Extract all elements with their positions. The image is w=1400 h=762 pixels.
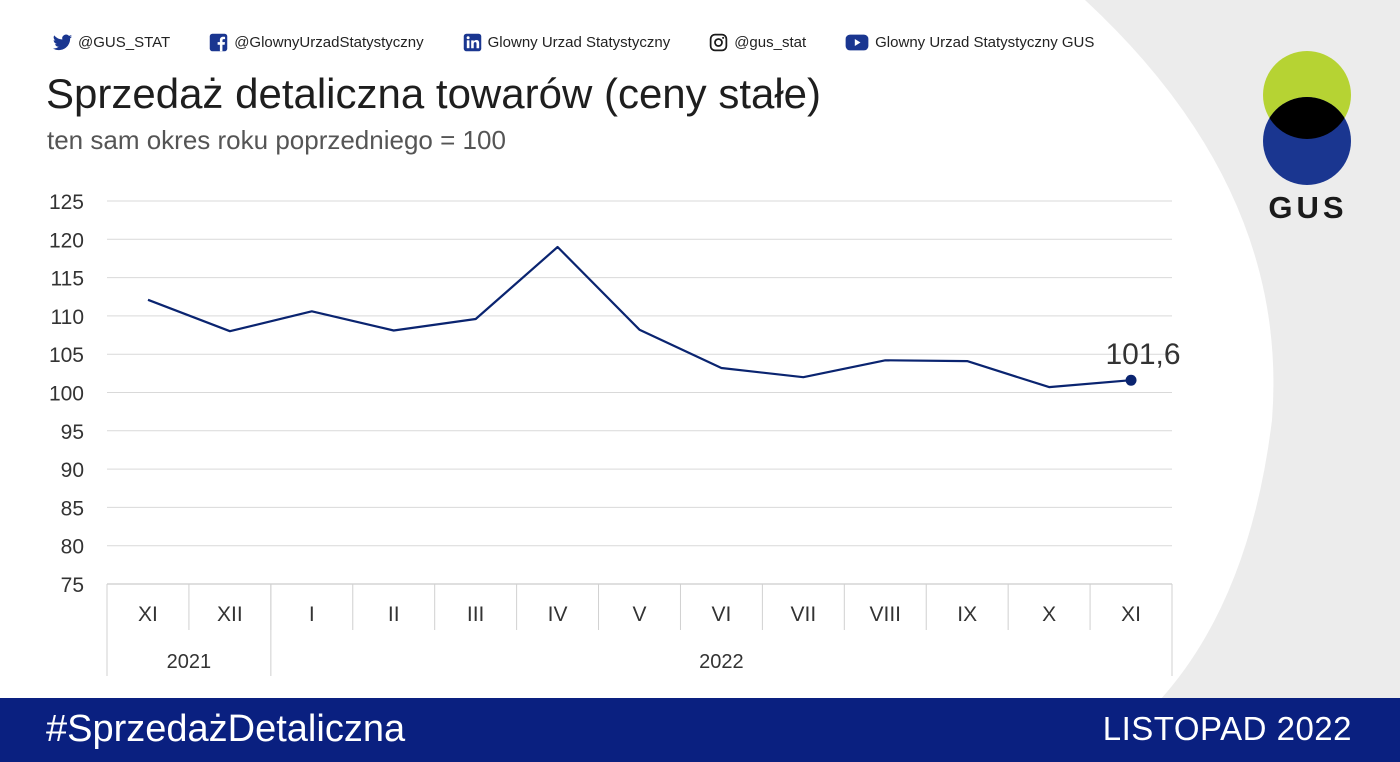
social-twitter[interactable]: @GUS_STAT (52, 32, 170, 53)
social-instagram-label: @gus_stat (734, 34, 807, 51)
social-twitter-label: @GUS_STAT (78, 34, 171, 51)
facebook-icon (209, 33, 228, 52)
year-label: 2021 (167, 651, 212, 673)
social-facebook-label: @GlownyUrzadStatystyczny (234, 34, 424, 51)
year-label: 2022 (699, 651, 744, 673)
social-instagram[interactable]: @gus_stat (708, 32, 806, 53)
end-point-marker (1125, 374, 1137, 386)
y-tick-label: 125 (49, 191, 84, 214)
footer-hashtag[interactable]: #SprzedażDetaliczna (46, 708, 406, 750)
social-facebook[interactable]: @GlownyUrzadStatystyczny (208, 32, 424, 53)
x-tick-label: XI (1121, 603, 1141, 626)
y-tick-label: 75 (61, 574, 84, 597)
series-line (147, 245, 1132, 389)
youtube-icon (845, 34, 869, 51)
x-tick-label: XII (217, 603, 243, 626)
footer-period: LISTOPAD 2022 (1102, 710, 1352, 747)
y-tick-label: 85 (61, 497, 84, 520)
y-tick-label: 105 (49, 344, 84, 367)
x-tick-label: X (1042, 603, 1056, 626)
x-tick-label: IV (548, 603, 568, 626)
instagram-icon (709, 33, 728, 52)
x-tick-label: VI (712, 603, 732, 626)
x-tick-label: XI (138, 603, 158, 626)
logo-text: GUS (1268, 190, 1348, 225)
page-title: Sprzedaż detaliczna towarów (ceny stałe) (46, 70, 822, 117)
social-youtube[interactable]: Glowny Urzad Statystyczny GUS (844, 32, 1094, 53)
x-tick-label: III (467, 603, 485, 626)
y-tick-label: 80 (61, 536, 84, 559)
social-youtube-label: Glowny Urzad Statystyczny GUS (875, 34, 1095, 51)
y-tick-label: 110 (51, 306, 84, 329)
twitter-icon (52, 34, 73, 51)
footer-bar: #SprzedażDetaliczna LISTOPAD 2022 (0, 698, 1400, 762)
x-tick-label: II (388, 603, 400, 626)
linkedin-icon (463, 33, 481, 52)
page-subtitle: ten sam okres roku poprzedniego = 100 (47, 125, 506, 155)
y-tick-label: 120 (49, 229, 84, 252)
y-tick-label: 100 (49, 383, 84, 406)
y-tick-label: 95 (61, 421, 84, 444)
social-linkedin-label: Glowny Urzad Statystyczny (487, 34, 671, 51)
y-tick-label: 90 (61, 459, 84, 482)
data-label: 101,6 (1105, 338, 1180, 371)
gus-logo-icon (1263, 51, 1351, 185)
x-tick-label: IX (957, 603, 977, 626)
logo-overlap (1263, 97, 1351, 139)
social-linkedin[interactable]: Glowny Urzad Statystyczny (462, 32, 671, 53)
x-tick-label: I (309, 603, 315, 626)
y-tick-label: 115 (51, 268, 84, 291)
x-tick-label: V (632, 603, 646, 626)
x-tick-label: VIII (870, 603, 902, 626)
social-bar: @GUS_STAT @GlownyUrzadStatystyczny Glown… (52, 32, 1132, 53)
x-tick-label: VII (791, 603, 817, 626)
